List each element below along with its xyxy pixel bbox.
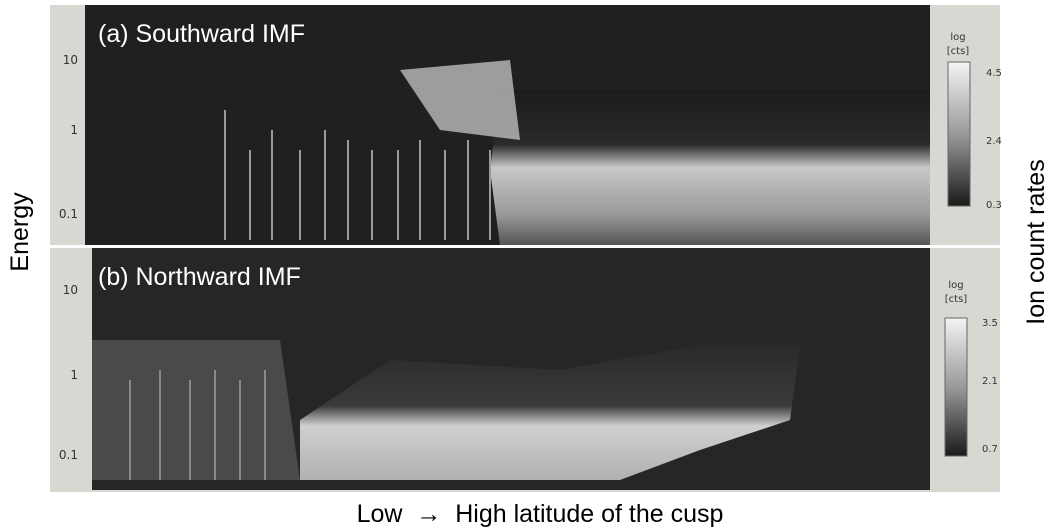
colorbar-tick: 0.3 bbox=[986, 200, 1002, 211]
colorbar-tick: 2.4 bbox=[986, 136, 1002, 147]
colorbar-unit: [cts] bbox=[945, 294, 968, 305]
colorbar-unit: [cts] bbox=[947, 46, 970, 57]
energy-tick: 10 bbox=[63, 283, 78, 297]
energy-tick: 1 bbox=[70, 123, 78, 137]
spectrogram-band bbox=[92, 340, 300, 480]
colorbar-tick: 3.5 bbox=[982, 318, 998, 329]
panel-title: (a) Southward IMF bbox=[98, 20, 305, 48]
colorbar-tick: 0.7 bbox=[982, 444, 998, 455]
energy-tick: 0.1 bbox=[59, 207, 78, 221]
spectrogram-band bbox=[300, 345, 800, 480]
colorbar-label: Ion count rates bbox=[1022, 159, 1050, 324]
energy-tick: 10 bbox=[63, 53, 78, 67]
streaks bbox=[129, 370, 266, 480]
energy-tick: 1 bbox=[70, 368, 78, 382]
y-axis-label: Energy bbox=[6, 192, 34, 272]
colorbar-tick: 4.5 bbox=[986, 68, 1002, 79]
panel-title: (b) Northward IMF bbox=[98, 263, 301, 291]
colorbar-tick: 2.1 bbox=[982, 376, 998, 387]
spectrogram-band bbox=[400, 60, 520, 140]
streaks bbox=[224, 110, 491, 240]
spectrogram-band bbox=[490, 90, 930, 245]
colorbar bbox=[944, 317, 968, 457]
colorbar-unit: log bbox=[950, 32, 965, 43]
x-axis-label: Low → High latitude of the cusp bbox=[357, 500, 724, 528]
energy-tick: 0.1 bbox=[59, 448, 78, 462]
colorbar-unit: log bbox=[948, 280, 963, 291]
colorbar bbox=[947, 61, 971, 207]
